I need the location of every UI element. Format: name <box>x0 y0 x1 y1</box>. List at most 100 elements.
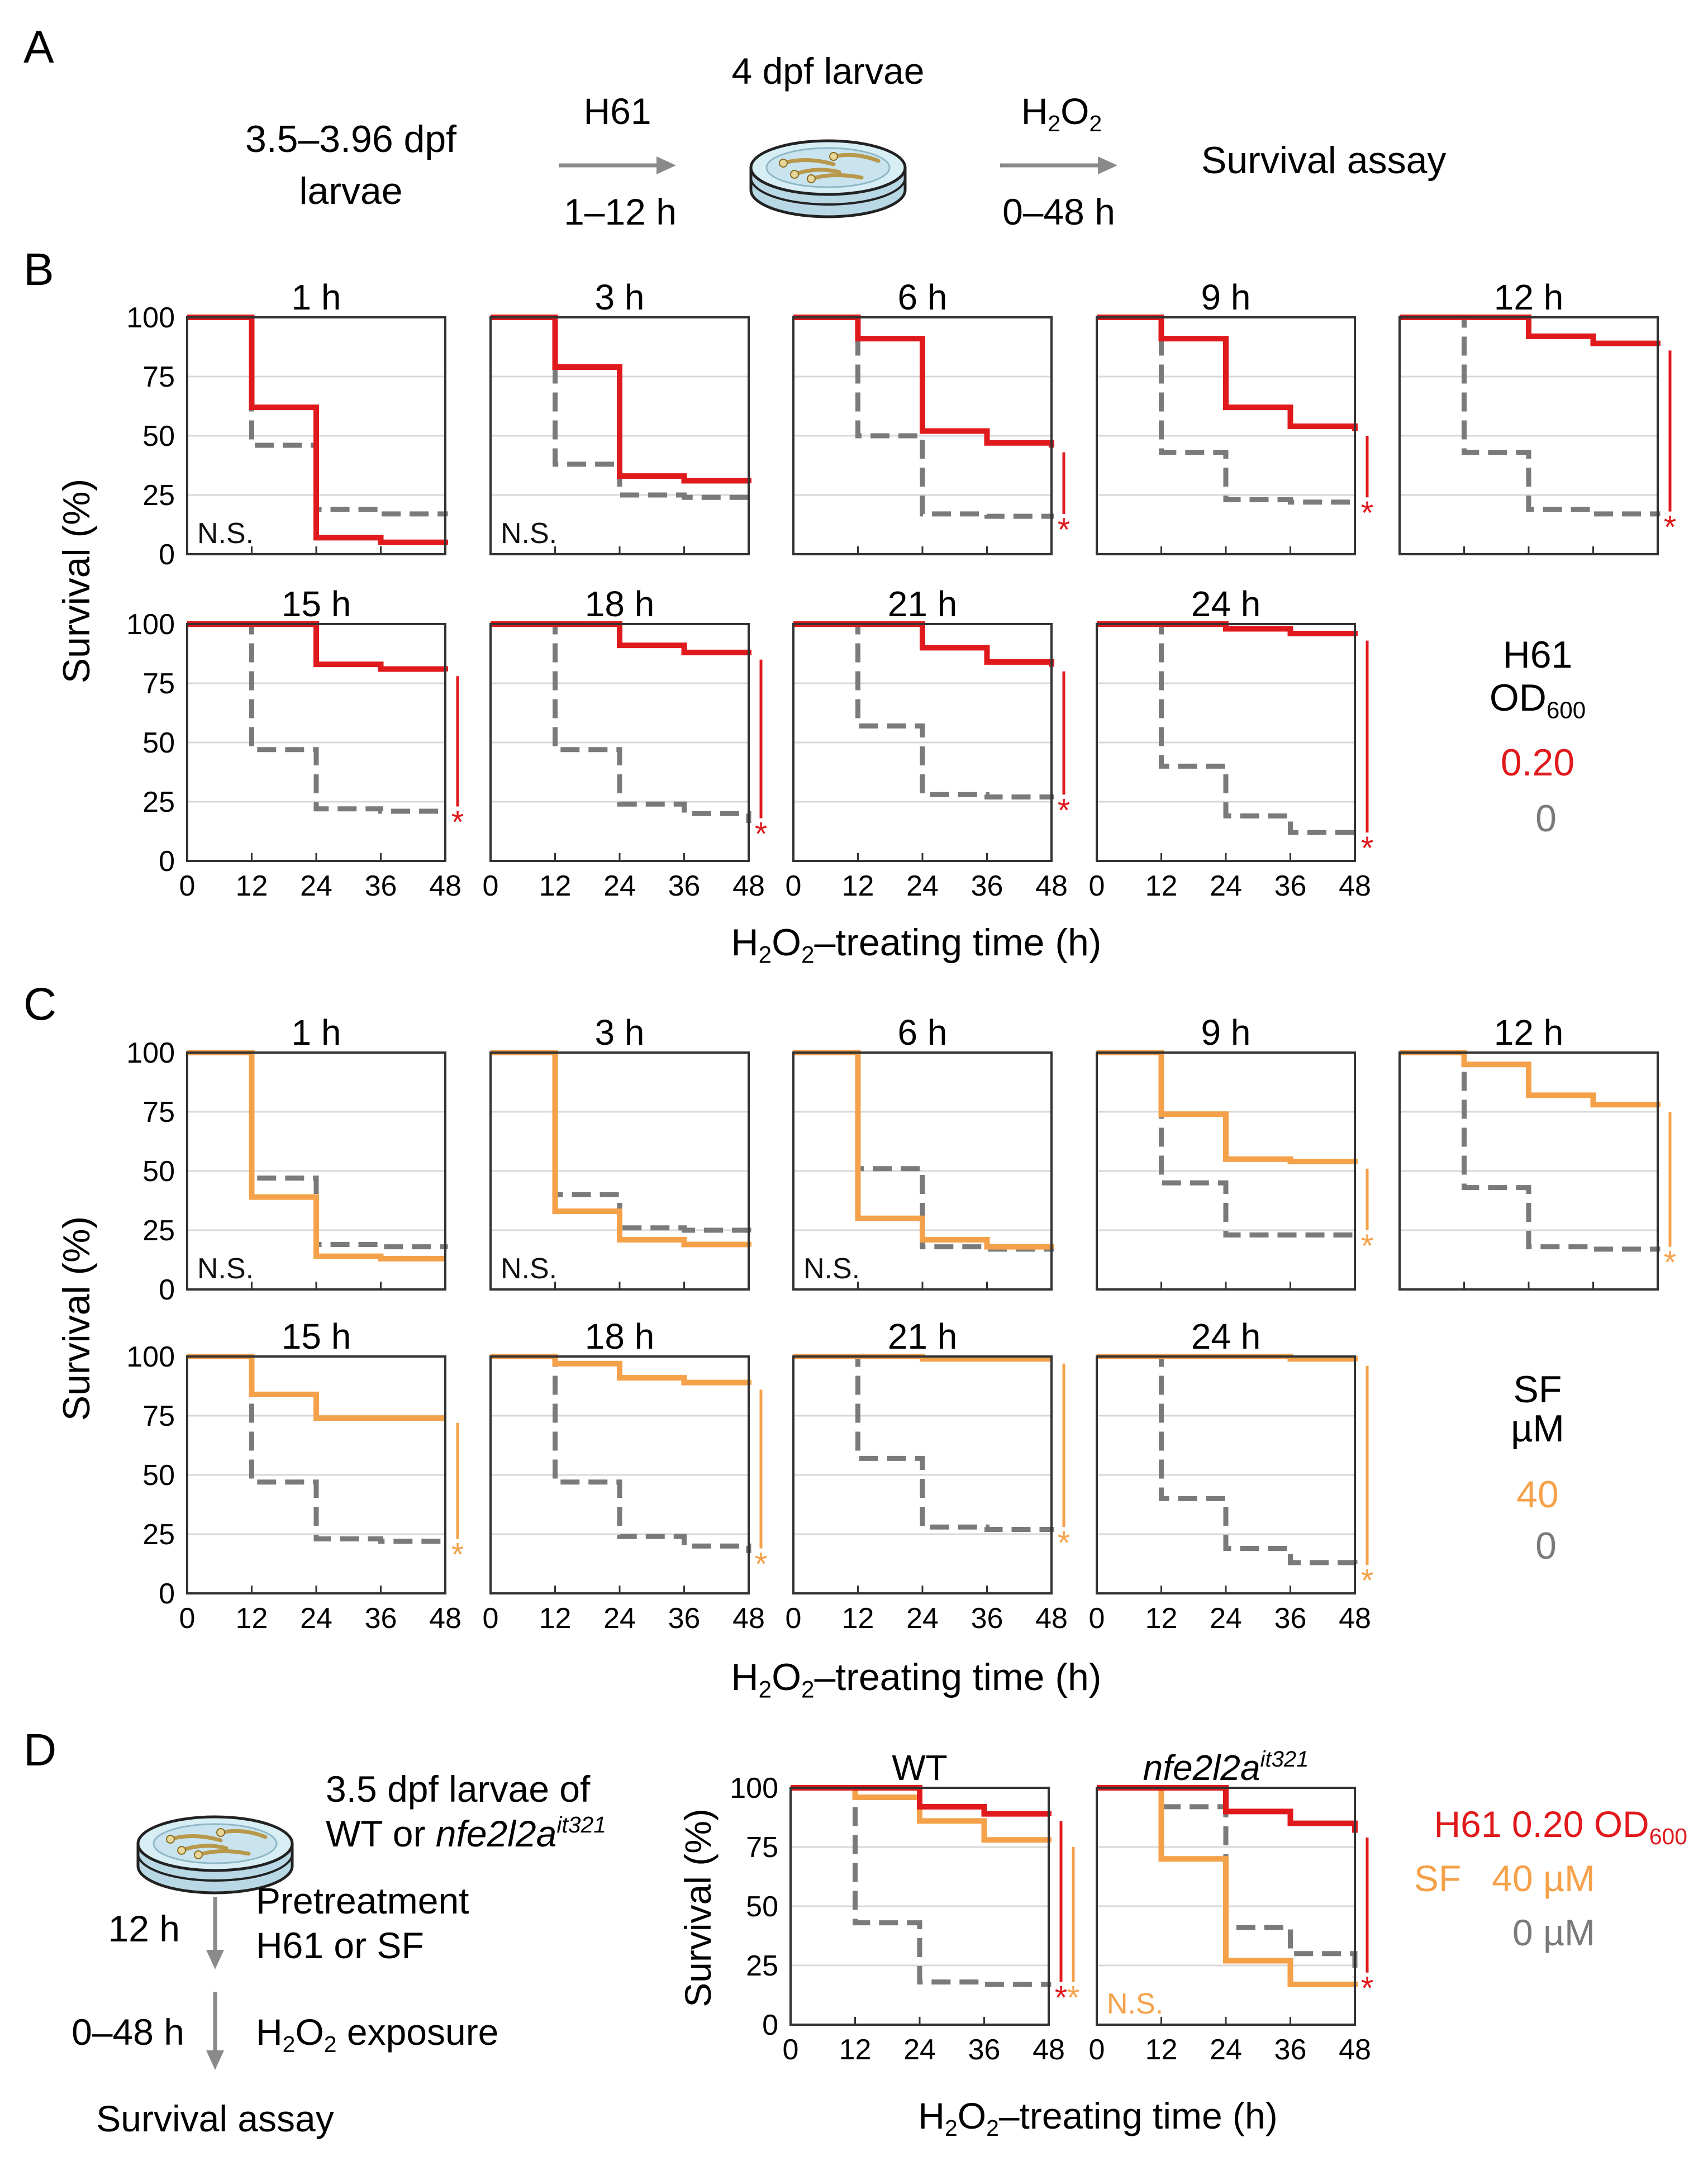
panel-label-a: A <box>23 22 54 73</box>
d-dish-text-2-part-0: WT or <box>326 1813 436 1854</box>
plot-c-5: 15 h 0 12 24 36 48 0 25 50 75 100 * <box>126 1316 464 1635</box>
legend-d-row3: 0 µM <box>1512 1912 1595 1953</box>
xtick-label-c-7-48: 48 <box>1035 1602 1068 1635</box>
ns-label-b-1-0: N.S. <box>501 517 557 550</box>
xtick-label-c-6-48: 48 <box>732 1602 765 1635</box>
plot-d-0: 0 12 24 36 48 0 25 50 75 100 * * <box>730 1772 1079 2066</box>
ns-label-d-1-1: N.S. <box>1107 1988 1163 2020</box>
plot-c-3: 9 h * <box>1096 1012 1374 1291</box>
xtick-label-c-8-36: 36 <box>1274 1602 1307 1635</box>
plot-title-b-4: 12 h <box>1494 277 1564 317</box>
xlabel-b-part-4: –treating time (h) <box>814 921 1101 964</box>
a-start-line1: 3.5–3.96 dpf <box>245 118 456 160</box>
d-arrow-2-head <box>206 2050 224 2070</box>
ns-label-c-0-0: N.S. <box>197 1253 254 1285</box>
xtick-label-b-7-48: 48 <box>1035 870 1068 902</box>
xlabel-b-part-0: H <box>731 921 759 964</box>
ytick-label-c-0-75: 75 <box>142 1096 175 1129</box>
a-step2-top-part-3: 2 <box>1089 111 1102 136</box>
significance-star-c-6-0: * <box>755 1546 768 1582</box>
series-treated-c-1 <box>491 1050 751 1248</box>
plot-b-0: 1 h 0 25 50 75 100 N.S. <box>126 277 448 571</box>
a-start-line2: larvae <box>299 170 402 212</box>
xtick-label-b-8-24: 24 <box>1210 870 1242 902</box>
plot-title-b-7: 21 h <box>888 584 958 624</box>
legend-c-line1: SF <box>1514 1368 1562 1411</box>
xtick-label-b-6-48: 48 <box>732 870 765 902</box>
d-exp-time: 0–48 h <box>72 2011 184 2053</box>
series-treated-c-5 <box>187 1354 445 1421</box>
d-final: Survival assay <box>96 2098 334 2139</box>
xtick-label-c-5-48: 48 <box>429 1602 462 1635</box>
ytick-label-c-5-75: 75 <box>142 1400 175 1432</box>
a-arrow-2-head <box>1098 156 1117 174</box>
ytick-label-d-0-100: 100 <box>730 1772 778 1805</box>
ytick-label-c-0-100: 100 <box>126 1037 175 1069</box>
significance-star-b-2-0: * <box>1058 512 1071 548</box>
xtick-label-b-5-0: 0 <box>179 870 196 902</box>
plot-title-b-1: 3 h <box>595 277 645 317</box>
series-control-b-2 <box>793 315 1054 519</box>
plot-b-5: 15 h 0 12 24 36 48 0 25 50 75 100 * <box>126 584 464 902</box>
xtick-label-b-7-36: 36 <box>971 870 1003 902</box>
significance-star-c-4-0: * <box>1664 1245 1677 1281</box>
d-exp-label: H2O2 exposure <box>256 2011 498 2057</box>
series-treated-b-4 <box>1400 315 1661 346</box>
significance-star-b-3-0: * <box>1361 495 1374 531</box>
ylabel-c: Survival (%) <box>55 1216 98 1421</box>
plot-title-d-1-gene: nfe2l2a <box>1143 1748 1260 1788</box>
significance-star-b-4-0: * <box>1664 510 1677 546</box>
xlabel-c-part-2: O <box>772 1656 801 1698</box>
d-arrow-1-head <box>206 1950 224 1969</box>
plot-c-4: 12 h * <box>1398 1012 1677 1291</box>
xtick-label-c-6-12: 12 <box>539 1602 572 1635</box>
plot-b-8: 24 h 0 12 24 36 48* <box>1089 584 1374 902</box>
xtick-label-c-7-0: 0 <box>786 1602 802 1635</box>
xtick-label-b-6-24: 24 <box>603 870 636 902</box>
plot-title-b-8: 24 h <box>1191 584 1261 624</box>
petri-dish-icon <box>749 139 907 218</box>
d-exp-label-part-4: exposure <box>337 2011 499 2053</box>
xlabel-d-part-2: O <box>958 2095 986 2136</box>
series-treated-c-2 <box>793 1050 1054 1250</box>
xlabel-b-part-2: O <box>772 921 801 964</box>
significance-star-d-0-1: * <box>1067 1980 1080 2016</box>
series-control-c-7 <box>793 1354 1054 1532</box>
xtick-label-c-8-12: 12 <box>1145 1602 1178 1635</box>
a-step2-top-part-2: O <box>1060 91 1089 132</box>
xlabel-b-part-3: 2 <box>801 942 814 968</box>
legend-c-line2: µM <box>1511 1407 1564 1450</box>
plot-title-c-6: 18 h <box>585 1316 655 1356</box>
xlabel-d-part-0: H <box>918 2095 945 2136</box>
plot-title-d-1-allele: it321 <box>1260 1747 1309 1772</box>
xtick-label-d-0-0: 0 <box>783 2034 799 2066</box>
xtick-label-d-0-48: 48 <box>1033 2034 1065 2066</box>
xtick-label-b-8-0: 0 <box>1089 870 1105 902</box>
d-dish-text-2: WT or nfe2l2ait321 <box>326 1812 606 1854</box>
xtick-label-b-5-48: 48 <box>429 870 462 902</box>
series-treated-b-5 <box>187 621 448 672</box>
significance-star-b-7-0: * <box>1058 792 1071 829</box>
legend-b-value-control: 0 <box>1535 797 1557 840</box>
plot-b-1: 3 h N.S. <box>489 277 751 555</box>
xtick-label-c-5-12: 12 <box>236 1602 268 1635</box>
series-sf-d-1 <box>1097 1785 1358 1987</box>
significance-star-d-1-0: * <box>1361 1970 1374 2007</box>
significance-star-c-8-0: * <box>1361 1563 1374 1599</box>
ns-label-c-2-0: N.S. <box>803 1253 860 1285</box>
a-step2-top-part-1: 2 <box>1048 111 1060 136</box>
series-treated-b-8 <box>1097 621 1358 636</box>
legend-d-row1-part-1: 600 <box>1649 1824 1687 1849</box>
xtick-label-b-7-24: 24 <box>906 870 939 902</box>
ytick-label-c-0-0: 0 <box>159 1274 175 1306</box>
ytick-label-c-5-50: 50 <box>142 1459 175 1492</box>
significance-star-c-3-0: * <box>1361 1228 1374 1264</box>
xtick-label-b-6-36: 36 <box>668 870 701 902</box>
d-pre-time: 12 h <box>108 1908 180 1949</box>
series-treated-b-3 <box>1097 315 1358 431</box>
significance-star-b-5-0: * <box>451 804 464 840</box>
xtick-label-c-8-24: 24 <box>1210 1602 1242 1635</box>
plot-c-2: 6 h N.S. <box>792 1012 1054 1291</box>
xtick-label-c-7-24: 24 <box>906 1602 939 1635</box>
